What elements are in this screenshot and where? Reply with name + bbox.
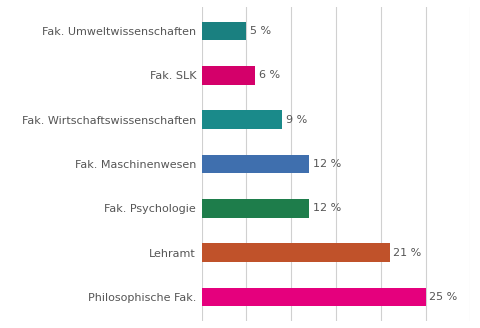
Text: 9 %: 9 % (286, 115, 307, 125)
Text: 12 %: 12 % (312, 203, 341, 213)
Text: 25 %: 25 % (429, 292, 457, 302)
Bar (202, 199, 309, 218)
Bar (202, 66, 255, 85)
Bar (202, 243, 390, 262)
Text: 6 %: 6 % (259, 70, 280, 80)
Text: 12 %: 12 % (312, 159, 341, 169)
Text: 5 %: 5 % (250, 26, 271, 36)
Bar (202, 110, 282, 129)
Bar (202, 155, 309, 173)
Text: 21 %: 21 % (393, 248, 421, 258)
Bar (202, 288, 426, 306)
Bar (202, 22, 246, 40)
